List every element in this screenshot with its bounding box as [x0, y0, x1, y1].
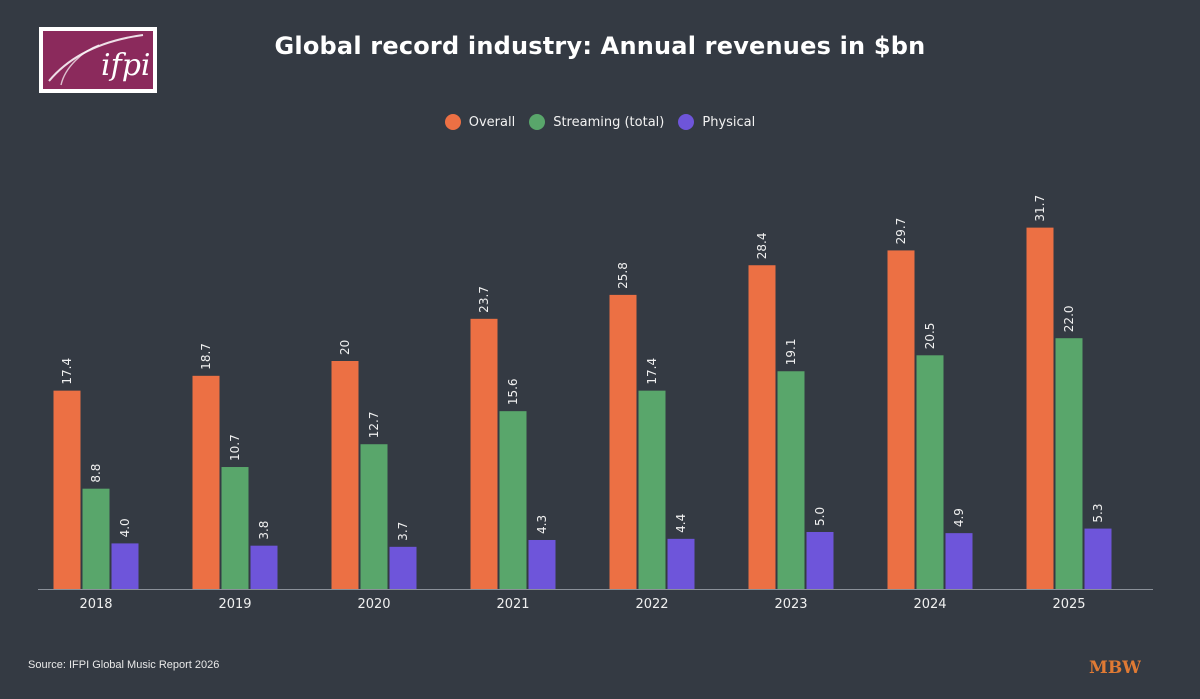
bar-streaming-total-2020: [360, 444, 388, 589]
bar-streaming-total-2025: [1055, 338, 1083, 589]
bar-overall-2019: [192, 375, 220, 589]
source-note: Source: IFPI Global Music Report 2026: [28, 659, 220, 671]
data-label-overall-2023: 28.4: [755, 233, 769, 260]
data-label-physical-2020: 3.7: [396, 522, 410, 541]
legend-swatch-overall: [444, 114, 461, 130]
ifpi-logo-text: ifpi: [101, 48, 151, 83]
bar-streaming-total-2018: [82, 488, 110, 589]
x-tick-label-2018: 2018: [79, 597, 112, 612]
legend-label-physical: Physical: [702, 114, 756, 130]
bar-overall-2025: [1026, 227, 1054, 589]
bar-streaming-total-2022: [638, 390, 666, 589]
bar-overall-2022: [609, 294, 637, 589]
data-label-physical-2018: 4.0: [118, 518, 132, 537]
bar-physical-2018: [111, 543, 139, 589]
data-label-overall-2022: 25.8: [616, 262, 630, 289]
bar-overall-2024: [887, 250, 915, 590]
legend-item-overall[interactable]: Overall: [444, 114, 516, 130]
mbw-logo: MBW: [1089, 658, 1141, 677]
bar-physical-2020: [389, 546, 417, 589]
data-label-streaming-total-2018: 8.8: [89, 464, 103, 483]
data-label-streaming-total-2021: 15.6: [506, 378, 520, 405]
data-label-streaming-total-2024: 20.5: [923, 323, 937, 350]
data-label-streaming-total-2019: 10.7: [228, 434, 242, 461]
data-label-overall-2025: 31.7: [1033, 195, 1047, 222]
chart-legend: Overall Streaming (total) Physical: [0, 114, 1200, 130]
data-label-overall-2020: 20: [338, 340, 352, 355]
x-tick-label-2023: 2023: [774, 597, 807, 612]
data-label-overall-2021: 23.7: [477, 286, 491, 313]
data-label-streaming-total-2022: 17.4: [645, 358, 659, 385]
data-label-streaming-total-2025: 22.0: [1062, 305, 1076, 332]
bar-overall-2021: [470, 318, 498, 589]
legend-swatch-streaming: [529, 114, 546, 130]
legend-label-streaming: Streaming (total): [553, 114, 665, 130]
ifpi-logo-mark: ifpi: [43, 31, 153, 89]
data-label-physical-2025: 5.3: [1091, 503, 1105, 522]
legend-item-streaming[interactable]: Streaming (total): [529, 114, 664, 130]
data-label-physical-2024: 4.9: [952, 508, 966, 527]
mbw-logo-text: MBW: [1089, 658, 1141, 677]
legend-swatch-physical: [678, 114, 695, 130]
x-tick-label-2022: 2022: [635, 597, 668, 612]
bar-overall-2018: [53, 390, 81, 589]
bar-physical-2025: [1084, 528, 1112, 589]
x-tick-label-2021: 2021: [496, 597, 529, 612]
bar-physical-2022: [667, 538, 695, 589]
data-label-physical-2021: 4.3: [535, 515, 549, 534]
bar-physical-2024: [945, 533, 973, 589]
data-label-streaming-total-2023: 19.1: [784, 339, 798, 366]
bar-streaming-total-2023: [777, 371, 805, 589]
data-label-streaming-total-2020: 12.7: [367, 412, 381, 439]
data-label-physical-2022: 4.4: [674, 514, 688, 533]
x-tick-label-2024: 2024: [913, 597, 946, 612]
legend-item-physical[interactable]: Physical: [678, 114, 755, 130]
x-tick-label-2025: 2025: [1052, 597, 1085, 612]
data-label-overall-2024: 29.7: [894, 218, 908, 245]
data-label-overall-2019: 18.7: [199, 343, 213, 370]
bar-physical-2019: [250, 545, 278, 589]
chart-title: Global record industry: Annual revenues …: [274, 32, 926, 60]
bar-physical-2021: [528, 539, 556, 589]
bar-overall-2020: [331, 361, 359, 589]
bar-physical-2023: [806, 532, 834, 589]
data-label-physical-2023: 5.0: [813, 507, 827, 526]
data-label-physical-2019: 3.8: [257, 521, 271, 540]
x-tick-label-2019: 2019: [218, 597, 251, 612]
ifpi-logo: ifpi: [39, 27, 157, 93]
legend-label-overall: Overall: [468, 114, 516, 130]
bar-streaming-total-2021: [499, 411, 527, 589]
bar-streaming-total-2019: [221, 467, 249, 589]
data-label-overall-2018: 17.4: [60, 358, 74, 385]
bar-streaming-total-2024: [916, 355, 944, 589]
x-tick-label-2020: 2020: [357, 597, 390, 612]
bar-overall-2023: [748, 265, 776, 589]
